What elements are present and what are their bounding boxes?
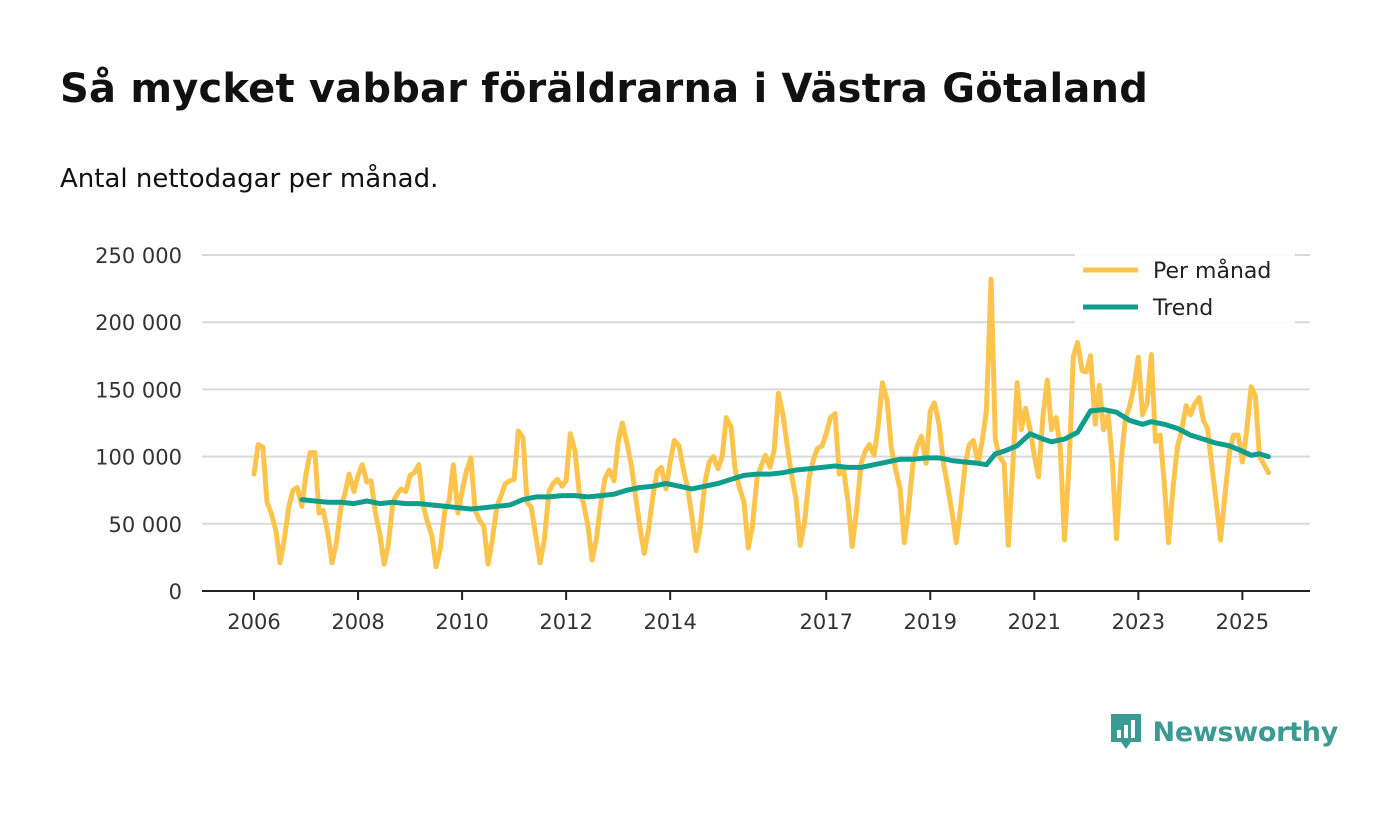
line-chart: 0 50 000 100 000 150 000 200 000 250 000 2006… xyxy=(95,244,1310,634)
x-tick-label: 2008 xyxy=(331,610,384,634)
y-tick-label: 50 000 xyxy=(109,513,182,537)
x-tick-label: 2023 xyxy=(1112,610,1165,634)
legend-background xyxy=(1075,250,1295,325)
x-tick-label: 2006 xyxy=(227,610,280,634)
y-tick-label: 250 000 xyxy=(95,244,182,268)
series-trend-line xyxy=(299,407,1271,512)
legend-label-per-manad: Per månad xyxy=(1153,258,1271,284)
x-tick-label: 2012 xyxy=(539,610,592,634)
y-tick-label: 200 000 xyxy=(95,311,182,335)
x-tick-label: 2025 xyxy=(1216,610,1269,634)
x-tick-label: 2017 xyxy=(799,610,852,634)
y-tick-label: 150 000 xyxy=(95,378,182,402)
chart-title: Så mycket vabbar föräldrarna i Västra Gö… xyxy=(60,66,1149,112)
x-tick-label: 2019 xyxy=(904,610,957,634)
chart-subtitle: Antal nettodagar per månad. xyxy=(60,164,439,194)
x-tick-label: 2021 xyxy=(1008,610,1061,634)
y-tick-label: 0 xyxy=(169,580,182,604)
legend-label-trend: Trend xyxy=(1152,296,1213,321)
newsworthy-logo-icon xyxy=(1110,714,1141,749)
x-tick-label: 2014 xyxy=(643,610,696,634)
x-tick-label: 2010 xyxy=(435,610,488,634)
x-axis-ticks: 2006 2008 2010 2012 2014 2017 2019 2021 2023 2025 xyxy=(227,591,1269,634)
y-tick-label: 100 000 xyxy=(95,446,182,470)
legend[interactable]: Per månad Trend xyxy=(1075,250,1295,325)
y-axis-ticks: 0 50 000 100 000 150 000 200 000 250 000 xyxy=(95,244,182,604)
newsworthy-logo[interactable]: Newsworthy xyxy=(1109,712,1338,752)
series-group xyxy=(251,276,1271,570)
brand-name: Newsworthy xyxy=(1152,716,1339,748)
